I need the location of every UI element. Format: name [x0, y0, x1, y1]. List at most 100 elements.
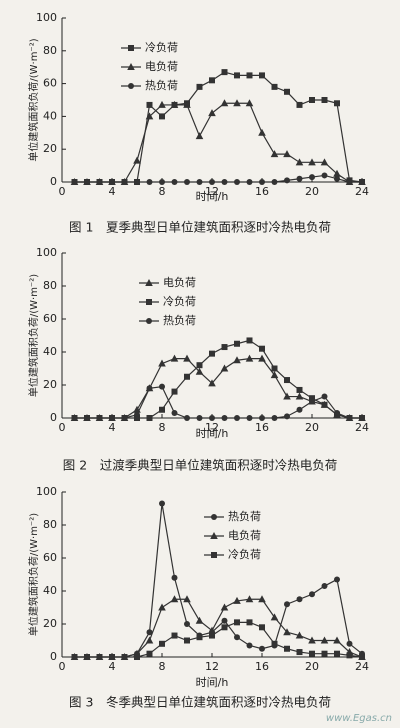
marker-square	[284, 88, 290, 95]
marker-circle	[246, 415, 253, 421]
marker-triangle	[320, 158, 329, 166]
legend-marker	[128, 45, 134, 51]
marker-circle	[334, 410, 340, 417]
marker-circle	[284, 177, 290, 184]
y-tick-label: 60	[43, 77, 57, 90]
marker-triangle	[158, 603, 166, 611]
x-tick-label: 24	[355, 185, 369, 198]
y-tick-label: 0	[50, 175, 57, 188]
chart-caption: 图 3 冬季典型日单位建筑面积逐时冷热电负荷	[69, 695, 331, 710]
y-axis-label: 单位建筑面积负荷/(W·m⁻²)	[27, 274, 40, 397]
marker-circle	[234, 179, 240, 185]
x-tick-label: 20	[305, 660, 319, 673]
marker-circle	[271, 179, 278, 185]
marker-triangle	[308, 158, 316, 166]
marker-triangle	[170, 595, 179, 603]
marker-square	[321, 401, 328, 408]
legend-marker	[127, 63, 135, 70]
y-tick-label: 20	[43, 378, 57, 391]
marker-circle	[234, 634, 240, 641]
marker-triangle	[233, 356, 241, 364]
x-tick-label: 12	[205, 185, 219, 198]
x-tick-label: 12	[205, 421, 219, 434]
marker-square	[234, 619, 240, 626]
watermark: www.Egas.cn	[326, 713, 392, 724]
y-tick-label: 20	[43, 142, 57, 155]
marker-square	[221, 624, 228, 631]
marker-square	[146, 650, 153, 657]
marker-triangle	[233, 596, 241, 604]
marker-circle	[134, 411, 140, 418]
y-tick-label: 60	[43, 312, 57, 325]
marker-square	[309, 395, 315, 402]
marker-triangle	[308, 636, 316, 644]
marker-square	[334, 100, 340, 107]
x-tick-label: 8	[159, 185, 166, 198]
marker-triangle	[183, 100, 191, 108]
marker-circle	[221, 179, 228, 185]
marker-circle	[334, 576, 340, 583]
marker-triangle	[195, 367, 204, 375]
marker-circle	[159, 383, 165, 390]
marker-triangle	[145, 112, 154, 120]
marker-triangle	[258, 128, 266, 136]
marker-circle	[321, 172, 328, 179]
y-axis-label: 单位建筑面积负荷/(W·m⁻²)	[27, 38, 40, 161]
marker-circle	[109, 415, 115, 421]
y-tick-label: 100	[36, 246, 57, 259]
marker-circle	[259, 179, 265, 185]
legend-marker	[146, 318, 152, 324]
marker-square	[171, 388, 178, 395]
marker-square	[234, 340, 240, 347]
marker-square	[259, 624, 265, 631]
marker-square	[84, 654, 90, 660]
x-tick-label: 4	[109, 660, 116, 673]
legend-label: 热负荷	[145, 78, 178, 92]
legend-marker	[211, 514, 217, 520]
marker-circle	[196, 415, 203, 421]
marker-circle	[96, 415, 103, 421]
marker-circle	[284, 413, 290, 420]
marker-square	[246, 619, 253, 626]
marker-circle	[184, 179, 190, 185]
marker-square	[359, 654, 365, 660]
marker-circle	[259, 645, 265, 652]
marker-circle	[209, 179, 215, 185]
marker-triangle	[145, 636, 154, 644]
marker-triangle	[295, 392, 304, 400]
marker-circle	[246, 642, 253, 649]
x-tick-label: 20	[305, 185, 319, 198]
marker-square	[196, 83, 203, 90]
marker-circle	[171, 179, 178, 185]
x-axis-label: 时间/h	[196, 190, 229, 203]
y-tick-label: 80	[43, 279, 57, 292]
marker-circle	[309, 591, 315, 598]
marker-circle	[221, 617, 228, 624]
marker-circle	[284, 601, 290, 608]
marker-square	[321, 650, 328, 657]
marker-triangle	[158, 100, 166, 108]
marker-circle	[146, 629, 153, 636]
y-tick-label: 80	[43, 44, 57, 57]
marker-triangle	[245, 595, 254, 603]
x-axis-label: 时间/h	[196, 427, 229, 440]
marker-square	[334, 650, 340, 657]
marker-square	[296, 386, 303, 393]
marker-circle	[171, 574, 178, 581]
marker-circle	[171, 410, 178, 417]
marker-triangle	[270, 371, 279, 379]
marker-square	[246, 72, 253, 79]
legend-marker	[146, 299, 152, 305]
marker-square	[96, 654, 103, 660]
marker-triangle	[245, 354, 254, 362]
marker-square	[309, 650, 315, 657]
legend-marker	[210, 532, 218, 539]
marker-circle	[346, 640, 353, 647]
marker-triangle	[295, 158, 304, 166]
marker-circle	[159, 500, 165, 507]
marker-square	[134, 654, 140, 660]
marker-triangle	[258, 354, 266, 362]
y-tick-label: 20	[43, 617, 57, 630]
marker-circle	[146, 179, 153, 185]
